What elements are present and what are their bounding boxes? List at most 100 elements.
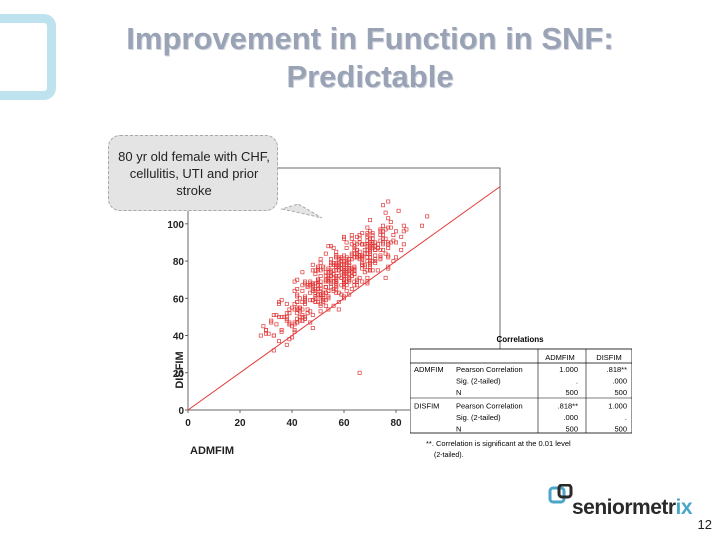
scatter-point	[360, 279, 365, 284]
scatter-point	[368, 246, 372, 250]
y-tick-label: 60	[173, 294, 185, 305]
scatter-point	[391, 259, 396, 264]
scatter-point	[342, 272, 346, 277]
scatter-point	[386, 199, 391, 204]
scatter-point	[365, 275, 370, 280]
scatter-point	[365, 259, 370, 264]
correlations-footnote-2: (2-tailed).	[434, 452, 464, 459]
scatter-point	[381, 242, 385, 247]
scatter-point	[284, 301, 289, 306]
scatter-point	[344, 240, 349, 245]
table-cell-disfim: .	[625, 413, 627, 422]
scatter-point	[342, 296, 346, 301]
scatter-point	[373, 260, 378, 265]
scatter-point	[381, 247, 385, 252]
scatter-point	[344, 272, 349, 277]
scatter-point	[370, 236, 375, 241]
scatter-point	[378, 247, 383, 252]
scatter-point	[305, 283, 310, 288]
scatter-point	[321, 264, 326, 269]
x-tick-label: 60	[338, 418, 350, 429]
scatter-point	[300, 318, 305, 323]
scatter-point	[329, 285, 333, 290]
scatter-point	[355, 247, 359, 252]
scatter-point	[271, 313, 276, 318]
scatter-point	[386, 255, 391, 260]
scatter-point	[368, 268, 372, 273]
scatter-point	[323, 270, 328, 275]
table-cell-admfim: .818**	[558, 402, 579, 411]
scatter-point	[386, 246, 391, 250]
scatter-point	[326, 244, 331, 249]
scatter-point	[326, 275, 331, 280]
x-axis-label: ADMFIM	[190, 445, 234, 457]
scatter-point	[316, 287, 320, 291]
correlations-table: Correlations ADMFIM DISFIM ADMFIM Pearson…	[410, 335, 632, 459]
slide-title-line-2: Predictable	[286, 59, 454, 94]
seniormetrix-logo-icon	[548, 484, 573, 504]
scatter-point	[261, 324, 266, 329]
table-cell-var: ADMFIM	[414, 365, 444, 374]
scatter-point	[329, 257, 333, 262]
scatter-point	[344, 283, 349, 288]
scatter-point	[362, 270, 367, 275]
scatter-point	[290, 335, 294, 340]
scatter-point	[279, 314, 284, 319]
scatter-point	[383, 275, 388, 280]
scatter-point	[355, 255, 359, 260]
logo-text-accent: ix	[675, 496, 693, 519]
scatter-point	[310, 326, 315, 331]
scatter-point	[310, 268, 315, 273]
scatter-point	[347, 262, 352, 267]
scatter-point	[349, 266, 354, 271]
scatter-point	[365, 225, 370, 230]
scatter-point	[425, 214, 430, 219]
callout-bubble	[108, 135, 278, 211]
y-tick-label: 20	[173, 369, 185, 380]
table-cell-admfim: 500	[565, 425, 578, 434]
scatter-point	[326, 307, 331, 312]
scatter-point	[318, 301, 323, 306]
scatter-point	[287, 320, 292, 325]
col-header-admfim: ADMFIM	[545, 353, 575, 362]
scatter-point	[334, 283, 339, 288]
scatter-point	[336, 307, 341, 312]
scatter-point	[394, 240, 398, 245]
scatter-point	[349, 251, 354, 256]
scatter-point	[365, 255, 370, 260]
table-cell-admfim: 500	[565, 388, 578, 397]
scatter-point	[344, 246, 349, 250]
scatter-point	[383, 236, 388, 241]
scatter-point	[329, 244, 333, 249]
x-tick-label: 0	[185, 418, 191, 429]
scatter-point	[334, 268, 339, 273]
scatter-point	[355, 242, 359, 247]
scatter-point	[266, 331, 271, 336]
scatter-point	[396, 208, 401, 213]
y-tick-label: 0	[178, 406, 184, 417]
scatter-point	[349, 236, 354, 241]
x-tick-label: 80	[390, 418, 402, 429]
scatter-point	[303, 300, 307, 304]
logo-text-main: seniormetr	[572, 496, 676, 519]
scatter-point	[394, 229, 398, 234]
scatter-point	[297, 314, 302, 319]
scatter-point	[360, 242, 365, 247]
scatter-point	[381, 233, 385, 237]
scatter-point	[386, 216, 391, 221]
x-tick-label: 20	[234, 418, 246, 429]
x-tick-label: 40	[286, 418, 298, 429]
scatter-point	[370, 268, 375, 273]
scatter-point	[282, 314, 287, 319]
scatter-point	[365, 238, 370, 243]
scatter-point	[303, 279, 307, 284]
scatter-point	[383, 210, 388, 215]
scatter-point	[349, 274, 354, 278]
callout-text: 80 yr old female with CHF, cellulitis, U…	[118, 149, 270, 198]
scatter-point	[370, 231, 375, 236]
scatter-point	[318, 260, 323, 265]
scatter-point	[334, 290, 339, 295]
scatter-point	[401, 223, 406, 228]
scatter-point	[323, 279, 328, 284]
scatter-point	[277, 339, 281, 344]
